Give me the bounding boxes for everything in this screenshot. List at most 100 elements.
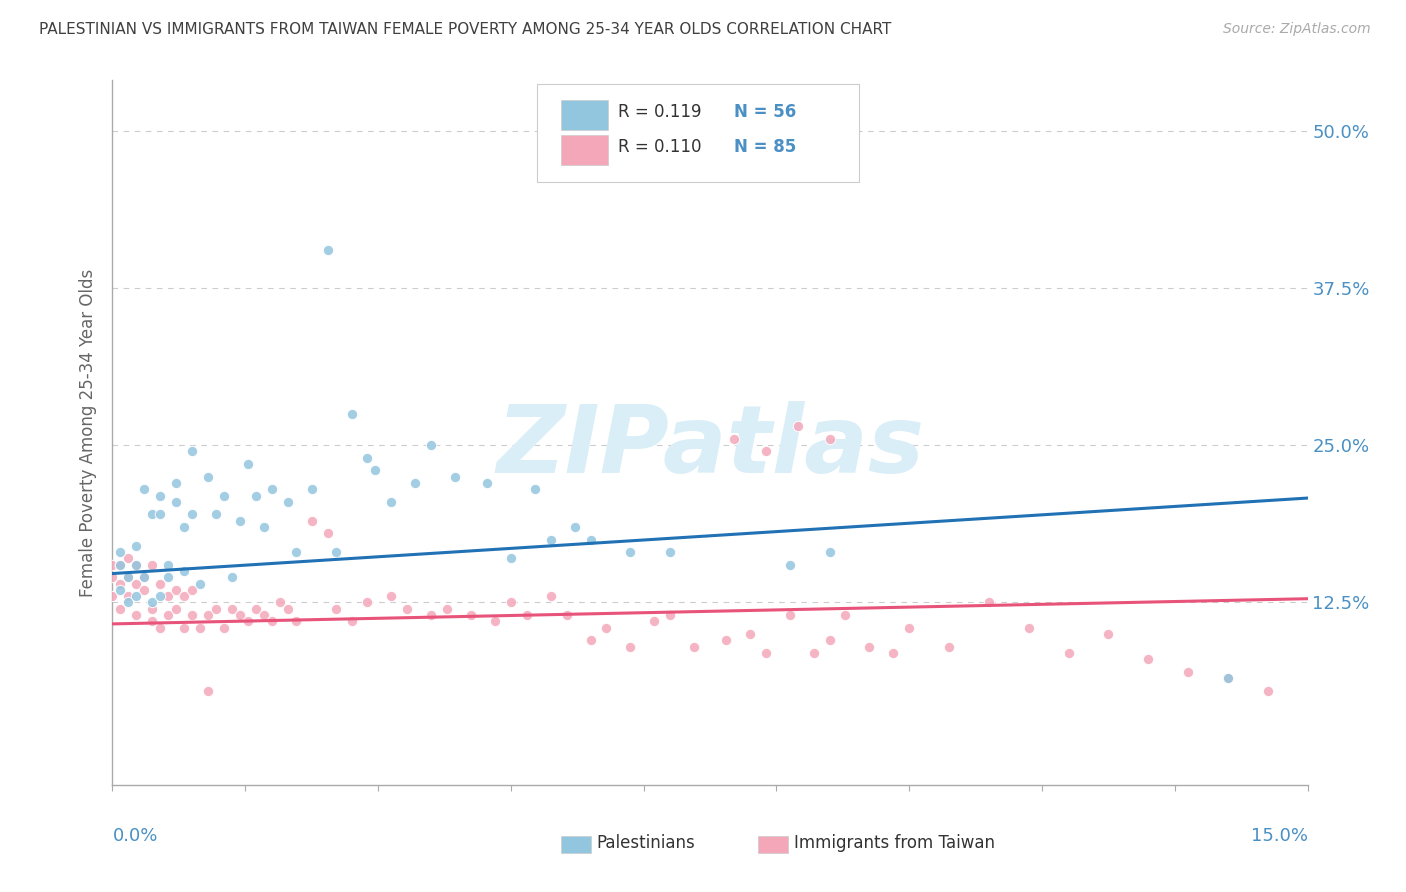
- Point: [117, 551, 139, 566]
- Point: [125, 539, 148, 553]
- Point: [221, 570, 243, 584]
- Point: [340, 615, 363, 629]
- Point: [110, 576, 132, 591]
- Point: [110, 582, 132, 597]
- Point: [723, 432, 745, 446]
- Point: [149, 489, 172, 503]
- Point: [221, 601, 243, 615]
- Point: [149, 621, 172, 635]
- Point: [188, 576, 211, 591]
- Point: [236, 615, 259, 629]
- Point: [245, 489, 267, 503]
- Point: [134, 570, 156, 584]
- Point: [117, 589, 139, 603]
- Point: [101, 558, 124, 572]
- Point: [157, 558, 180, 572]
- Point: [117, 570, 139, 584]
- Point: [269, 595, 291, 609]
- Point: [779, 608, 801, 623]
- Point: [141, 595, 163, 609]
- Point: [1057, 646, 1080, 660]
- Point: [619, 545, 641, 559]
- FancyBboxPatch shape: [561, 100, 609, 129]
- Text: R = 0.119: R = 0.119: [619, 103, 702, 121]
- Point: [1137, 652, 1160, 666]
- FancyBboxPatch shape: [758, 836, 787, 854]
- Point: [301, 482, 323, 496]
- Point: [117, 570, 139, 584]
- Point: [284, 615, 307, 629]
- Point: [818, 432, 841, 446]
- Point: [325, 601, 347, 615]
- Point: [188, 621, 211, 635]
- Point: [101, 589, 124, 603]
- Point: [173, 621, 195, 635]
- Point: [173, 520, 195, 534]
- FancyBboxPatch shape: [561, 836, 591, 854]
- Point: [197, 608, 219, 623]
- Text: N = 85: N = 85: [734, 138, 796, 156]
- Point: [229, 608, 252, 623]
- Point: [595, 621, 617, 635]
- Point: [149, 589, 172, 603]
- Point: [396, 601, 419, 615]
- Point: [516, 608, 538, 623]
- Point: [1216, 671, 1239, 685]
- Point: [253, 520, 276, 534]
- Point: [197, 683, 219, 698]
- Point: [755, 444, 778, 458]
- Point: [938, 640, 960, 654]
- Point: [803, 646, 825, 660]
- Point: [659, 608, 682, 623]
- Point: [110, 545, 132, 559]
- Point: [141, 508, 163, 522]
- Point: [444, 469, 467, 483]
- Point: [786, 419, 808, 434]
- FancyBboxPatch shape: [561, 136, 609, 165]
- Point: [157, 608, 180, 623]
- Point: [659, 545, 682, 559]
- Point: [253, 608, 276, 623]
- Point: [173, 589, 195, 603]
- Point: [173, 564, 195, 578]
- Point: [212, 489, 235, 503]
- Point: [110, 601, 132, 615]
- Point: [564, 520, 586, 534]
- Point: [316, 243, 339, 257]
- Point: [683, 640, 706, 654]
- Point: [460, 608, 482, 623]
- Text: Palestinians: Palestinians: [596, 834, 695, 853]
- Point: [260, 482, 283, 496]
- Point: [110, 558, 132, 572]
- Point: [977, 595, 1000, 609]
- Point: [420, 438, 443, 452]
- Point: [1097, 627, 1119, 641]
- Point: [818, 545, 841, 559]
- Point: [340, 407, 363, 421]
- Point: [117, 595, 139, 609]
- Point: [579, 533, 602, 547]
- Text: 0.0%: 0.0%: [112, 827, 157, 846]
- Text: Source: ZipAtlas.com: Source: ZipAtlas.com: [1223, 22, 1371, 37]
- Point: [475, 475, 498, 490]
- Text: Immigrants from Taiwan: Immigrants from Taiwan: [793, 834, 994, 853]
- Point: [229, 514, 252, 528]
- Point: [277, 495, 299, 509]
- Point: [284, 545, 307, 559]
- Point: [125, 558, 148, 572]
- Point: [380, 589, 402, 603]
- Point: [181, 608, 204, 623]
- Point: [1216, 671, 1239, 685]
- Point: [165, 495, 187, 509]
- Point: [316, 526, 339, 541]
- Point: [1018, 621, 1040, 635]
- Point: [149, 576, 172, 591]
- Point: [1257, 683, 1279, 698]
- Point: [882, 646, 904, 660]
- Point: [523, 482, 546, 496]
- Point: [181, 582, 204, 597]
- Point: [165, 582, 187, 597]
- Point: [643, 615, 665, 629]
- Point: [149, 508, 172, 522]
- Point: [779, 558, 801, 572]
